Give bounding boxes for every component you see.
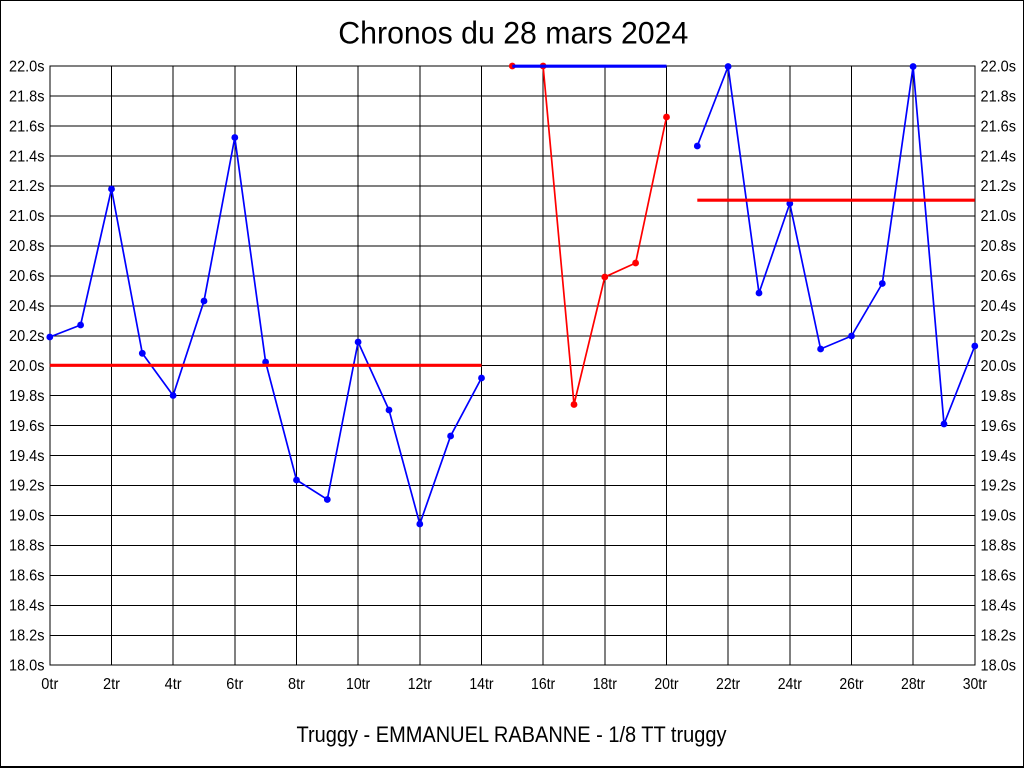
svg-text:20.0s: 20.0s xyxy=(9,358,45,375)
svg-text:21.0s: 21.0s xyxy=(981,208,1017,225)
svg-text:19.4s: 19.4s xyxy=(981,448,1017,465)
svg-text:18.8s: 18.8s xyxy=(9,538,45,555)
svg-text:20tr: 20tr xyxy=(654,676,678,693)
svg-text:18.6s: 18.6s xyxy=(981,568,1017,585)
svg-text:21.4s: 21.4s xyxy=(981,148,1017,165)
svg-text:22tr: 22tr xyxy=(716,676,740,693)
svg-text:18tr: 18tr xyxy=(593,676,617,693)
svg-text:20.6s: 20.6s xyxy=(9,268,45,285)
svg-text:18.8s: 18.8s xyxy=(981,538,1017,555)
svg-text:24tr: 24tr xyxy=(778,676,802,693)
svg-text:16tr: 16tr xyxy=(531,676,555,693)
svg-text:21.6s: 21.6s xyxy=(9,118,45,135)
svg-text:4tr: 4tr xyxy=(165,676,182,693)
svg-text:21.8s: 21.8s xyxy=(9,88,45,105)
svg-text:18.4s: 18.4s xyxy=(9,598,45,615)
svg-text:22.0s: 22.0s xyxy=(981,58,1017,75)
svg-text:12tr: 12tr xyxy=(408,676,432,693)
svg-text:21.2s: 21.2s xyxy=(981,178,1017,195)
svg-text:19.6s: 19.6s xyxy=(981,418,1017,435)
svg-text:2tr: 2tr xyxy=(103,676,120,693)
svg-text:Truggy - EMMANUEL RABANNE - 1/: Truggy - EMMANUEL RABANNE - 1/8 TT trugg… xyxy=(297,722,728,747)
svg-text:30tr: 30tr xyxy=(963,676,987,693)
svg-text:14tr: 14tr xyxy=(469,676,493,693)
svg-text:20.4s: 20.4s xyxy=(981,298,1017,315)
svg-text:20.4s: 20.4s xyxy=(9,298,45,315)
svg-text:6tr: 6tr xyxy=(226,676,243,693)
svg-text:18.2s: 18.2s xyxy=(9,627,45,644)
svg-text:19.0s: 19.0s xyxy=(981,508,1017,525)
svg-text:20.8s: 20.8s xyxy=(9,238,45,255)
svg-text:18.0s: 18.0s xyxy=(981,657,1017,674)
svg-text:19.8s: 19.8s xyxy=(9,388,45,405)
svg-text:21.0s: 21.0s xyxy=(9,208,45,225)
svg-text:19.4s: 19.4s xyxy=(9,448,45,465)
svg-text:18.2s: 18.2s xyxy=(981,627,1017,644)
svg-text:Chronos du 28 mars 2024: Chronos du 28 mars 2024 xyxy=(338,15,688,50)
svg-text:10tr: 10tr xyxy=(346,676,370,693)
svg-text:8tr: 8tr xyxy=(288,676,305,693)
svg-text:20.2s: 20.2s xyxy=(9,328,45,345)
svg-text:19.2s: 19.2s xyxy=(981,478,1017,495)
svg-text:20.6s: 20.6s xyxy=(981,268,1017,285)
svg-text:21.4s: 21.4s xyxy=(9,148,45,165)
svg-text:19.2s: 19.2s xyxy=(9,478,45,495)
svg-text:18.6s: 18.6s xyxy=(9,568,45,585)
svg-text:20.0s: 20.0s xyxy=(981,358,1017,375)
svg-text:21.8s: 21.8s xyxy=(981,88,1017,105)
svg-text:22.0s: 22.0s xyxy=(9,58,45,75)
svg-text:18.0s: 18.0s xyxy=(9,657,45,674)
svg-text:21.6s: 21.6s xyxy=(981,118,1017,135)
svg-text:26tr: 26tr xyxy=(839,676,863,693)
svg-text:28tr: 28tr xyxy=(901,676,925,693)
svg-text:19.0s: 19.0s xyxy=(9,508,45,525)
svg-text:20.8s: 20.8s xyxy=(981,238,1017,255)
svg-text:0tr: 0tr xyxy=(41,676,58,693)
svg-text:19.6s: 19.6s xyxy=(9,418,45,435)
svg-text:19.8s: 19.8s xyxy=(981,388,1017,405)
svg-text:21.2s: 21.2s xyxy=(9,178,45,195)
svg-text:18.4s: 18.4s xyxy=(981,598,1017,615)
svg-text:20.2s: 20.2s xyxy=(981,328,1017,345)
